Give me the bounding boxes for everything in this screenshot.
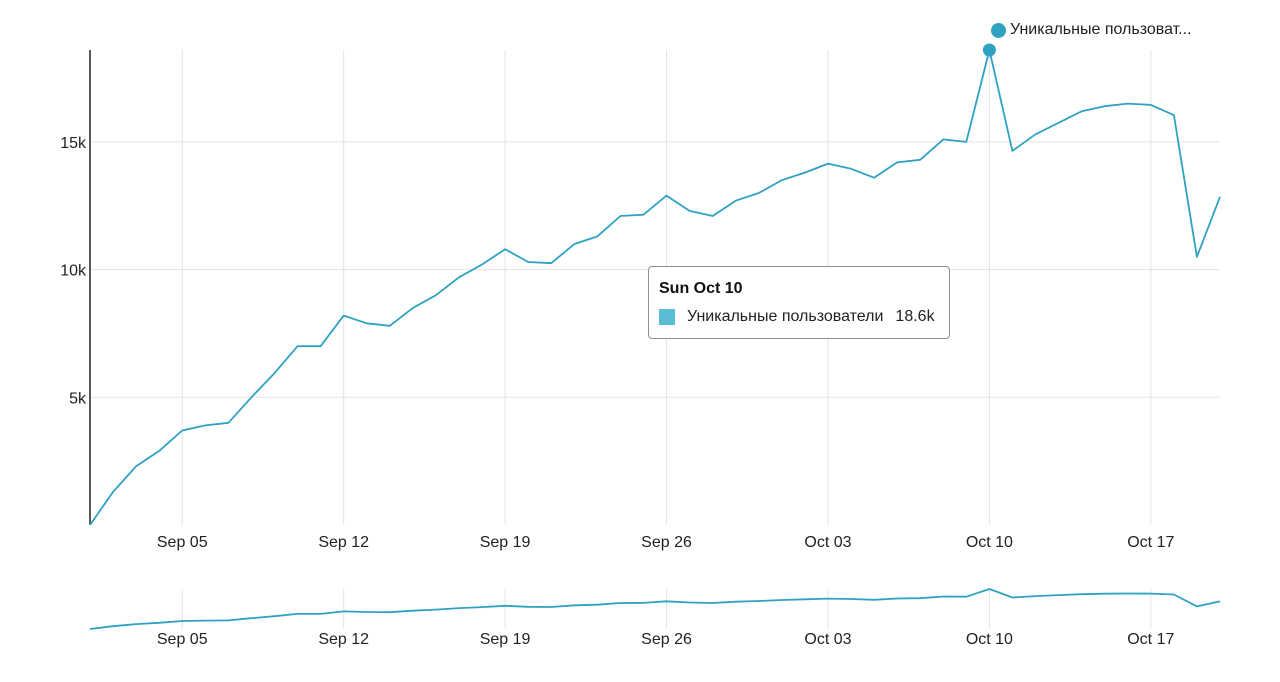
y-tick-label: 5k (69, 390, 87, 407)
series-line-unique-users (89, 49, 1221, 526)
x-tick-label: Sep 12 (318, 534, 369, 551)
navigator-gridlines (181, 589, 1152, 629)
navigator-x-tick-label: Oct 17 (1127, 631, 1174, 648)
navigator-x-tick-label: Sep 12 (318, 631, 369, 648)
tooltip-title: Sun Oct 10 (659, 280, 743, 297)
y-axis-ticks: 5k 10k 15k (60, 135, 87, 407)
x-tick-label: Sep 26 (641, 534, 692, 551)
navigator-x-tick-label: Oct 10 (966, 631, 1013, 648)
x-axis-ticks: Sep 05 Sep 12 Sep 19 Sep 26 Oct 03 Oct 10 Oct … (157, 534, 1175, 551)
hover-marker-layer (982, 43, 996, 57)
tooltip-row: Уникальные пользователи 18.6k (659, 308, 939, 326)
y-tick-label: 15k (60, 135, 87, 152)
legend-circle-marker-icon (991, 22, 1006, 38)
legend[interactable]: Уникальные пользоват... (991, 21, 1192, 39)
navigator-series-line[interactable] (89, 588, 1221, 630)
navigator-x-tick-label: Sep 19 (480, 631, 531, 648)
tooltip-value: 18.6k (895, 308, 935, 325)
x-tick-label: Oct 10 (966, 534, 1013, 551)
hover-point-marker (982, 43, 996, 57)
tooltip-swatch-icon (659, 309, 675, 325)
x-tick-label: Oct 17 (1127, 534, 1174, 551)
y-tick-label: 10k (60, 263, 87, 280)
navigator-x-tick-label: Sep 26 (641, 631, 692, 648)
x-tick-label: Oct 03 (804, 534, 851, 551)
gridlines (90, 50, 1220, 525)
tooltip: Sun Oct 10 Уникальные пользователи 18.6k (648, 266, 950, 339)
navigator-x-tick-label: Sep 05 (157, 631, 208, 648)
tooltip-series-label: Уникальные пользователи (687, 308, 884, 325)
navigator-x-tick-label: Oct 03 (804, 631, 851, 648)
legend-label: Уникальные пользоват... (1010, 21, 1192, 38)
navigator-x-axis-ticks: Sep 05 Sep 12 Sep 19 Sep 26 Oct 03 Oct 10 Oct … (157, 631, 1175, 648)
x-tick-label: Sep 19 (480, 534, 531, 551)
x-tick-label: Sep 05 (157, 534, 208, 551)
